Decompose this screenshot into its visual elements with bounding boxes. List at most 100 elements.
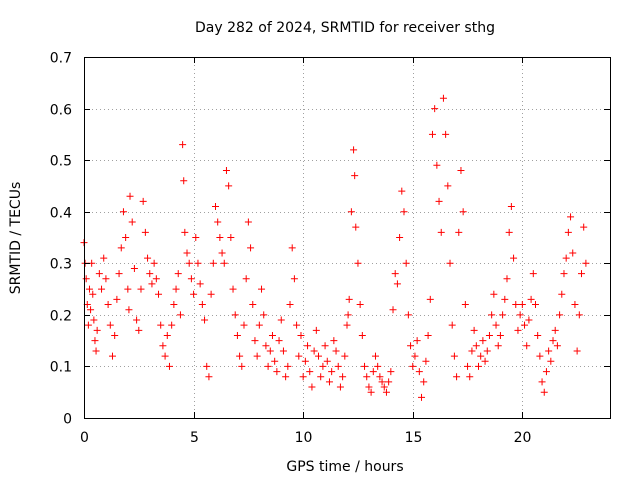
- data-point: [496, 331, 504, 339]
- data-point: [516, 311, 524, 319]
- data-point: [159, 342, 167, 350]
- data-point: [376, 373, 384, 381]
- data-point: [146, 270, 154, 278]
- data-point: [512, 301, 520, 309]
- data-point: [332, 347, 340, 355]
- data-point: [551, 326, 559, 334]
- data-point: [258, 285, 266, 293]
- data-point: [420, 378, 428, 386]
- tick-layer: 0 0.1 0.2 0.3 0.4 0.5 0.6 0.7 0 5 10 15 20: [50, 51, 610, 446]
- data-point: [435, 197, 443, 205]
- data-point: [85, 285, 93, 293]
- data-point: [301, 357, 309, 365]
- data-point: [540, 388, 548, 396]
- data-point: [299, 373, 307, 381]
- data-point: [483, 347, 491, 355]
- data-point: [536, 352, 544, 360]
- data-point: [104, 301, 112, 309]
- data-point: [236, 352, 244, 360]
- data-point: [564, 228, 572, 236]
- data-point: [479, 337, 487, 345]
- data-point: [365, 383, 373, 391]
- y-tick-label: 0.5: [50, 154, 72, 170]
- data-point: [545, 347, 553, 355]
- data-point: [117, 244, 125, 252]
- data-point: [347, 208, 355, 216]
- data-point: [382, 388, 390, 396]
- data-point: [185, 259, 193, 267]
- data-point: [398, 187, 406, 195]
- data-point: [249, 301, 257, 309]
- data-point: [108, 352, 116, 360]
- data-point: [371, 352, 379, 360]
- data-point: [304, 342, 312, 350]
- data-point: [433, 161, 441, 169]
- data-point: [534, 331, 542, 339]
- data-point: [538, 378, 546, 386]
- data-point: [196, 280, 204, 288]
- data-point: [89, 290, 97, 298]
- data-point: [562, 254, 570, 262]
- data-point: [268, 331, 276, 339]
- data-point: [172, 285, 180, 293]
- data-point: [209, 259, 217, 267]
- data-point: [389, 306, 397, 314]
- data-point: [190, 290, 198, 298]
- data-point: [409, 362, 417, 370]
- data-point: [128, 218, 136, 226]
- y-tick-label: 0.6: [50, 103, 72, 119]
- data-point: [503, 275, 511, 283]
- data-point: [439, 94, 447, 102]
- data-point: [569, 249, 577, 257]
- data-point: [133, 316, 141, 324]
- data-point: [238, 362, 246, 370]
- data-point: [560, 270, 568, 278]
- data-point: [464, 362, 472, 370]
- data-point: [428, 130, 436, 138]
- data-point: [380, 383, 388, 391]
- data-point: [450, 352, 458, 360]
- data-point: [295, 352, 303, 360]
- data-point: [91, 337, 99, 345]
- data-point: [400, 208, 408, 216]
- data-point: [393, 280, 401, 288]
- data-point: [144, 254, 152, 262]
- y-tick-label: 0: [63, 412, 72, 428]
- data-point: [275, 337, 283, 345]
- data-point: [201, 316, 209, 324]
- y-tick-label: 0.3: [50, 257, 72, 273]
- data-point: [113, 295, 121, 303]
- data-point: [553, 342, 561, 350]
- data-point: [126, 192, 134, 200]
- data-point: [317, 373, 325, 381]
- data-point: [122, 234, 130, 241]
- data-point: [111, 331, 119, 339]
- data-point: [352, 223, 360, 231]
- data-point: [205, 373, 213, 381]
- data-point: [310, 347, 318, 355]
- data-point: [578, 270, 586, 278]
- data-point: [157, 321, 165, 329]
- data-point: [180, 177, 188, 185]
- data-point: [330, 337, 338, 345]
- data-point: [396, 234, 404, 241]
- data-point: [163, 331, 171, 339]
- data-point: [494, 342, 502, 350]
- data-point: [461, 301, 469, 309]
- data-point: [385, 378, 393, 386]
- data-point: [547, 357, 555, 365]
- data-point: [282, 373, 290, 381]
- data-point: [264, 362, 272, 370]
- data-point: [444, 182, 452, 190]
- data-point: [387, 368, 395, 376]
- data-point: [339, 373, 347, 381]
- data-point: [293, 321, 301, 329]
- data-point: [488, 311, 496, 319]
- data-point: [466, 373, 474, 381]
- data-point: [198, 301, 206, 309]
- data-point: [422, 357, 430, 365]
- data-point: [341, 352, 349, 360]
- data-point: [459, 208, 467, 216]
- y-tick-label: 0.4: [50, 206, 72, 222]
